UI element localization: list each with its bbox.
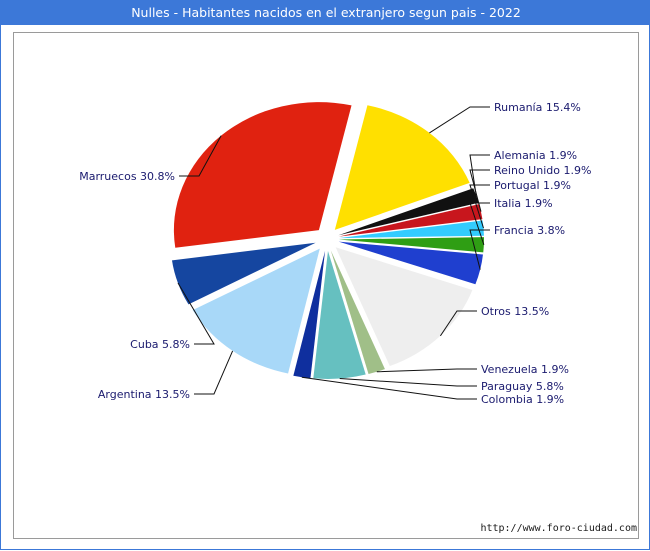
slice-label-portugal: Portugal 1.9% bbox=[494, 179, 571, 192]
leader-line-alemania bbox=[469, 154, 490, 196]
leader-line-francia bbox=[469, 229, 490, 270]
pie-slice-venezuela bbox=[330, 250, 385, 374]
slice-label-reino-unido: Reino Unido 1.9% bbox=[494, 164, 591, 177]
slice-label-venezuela: Venezuela 1.9% bbox=[481, 363, 569, 376]
slice-label-alemania: Alemania 1.9% bbox=[494, 149, 577, 162]
pie-slice-italia bbox=[338, 237, 484, 253]
slice-label-francia: Francia 3.8% bbox=[494, 224, 565, 237]
pie-slice-colombia bbox=[293, 250, 326, 379]
leader-line-marruecos bbox=[179, 135, 222, 177]
pie-slice-alemania bbox=[338, 188, 479, 236]
leader-line-reino-unido bbox=[469, 169, 490, 212]
pie-slice-cuba bbox=[171, 242, 316, 305]
leader-line-rumania bbox=[429, 106, 490, 134]
pie-slice-otros bbox=[335, 247, 473, 367]
slice-label-marruecos: Marruecos 30.8% bbox=[79, 170, 175, 183]
source-url: http://www.foro-ciudad.com bbox=[480, 523, 637, 534]
leader-line-colombia bbox=[301, 376, 477, 400]
leader-line-paraguay bbox=[339, 378, 477, 387]
slice-label-argentina: Argentina 13.5% bbox=[98, 388, 190, 401]
leader-line-portugal bbox=[469, 184, 490, 229]
slice-label-otros: Otros 13.5% bbox=[481, 305, 549, 318]
leader-line-cuba bbox=[177, 282, 215, 345]
pie-slice-francia bbox=[338, 241, 483, 285]
slice-label-italia: Italia 1.9% bbox=[494, 197, 553, 210]
pie-slice-portugal bbox=[338, 220, 484, 239]
pie-slice-argentina bbox=[192, 248, 320, 374]
leader-line-italia bbox=[469, 202, 490, 245]
leader-line-argentina bbox=[194, 350, 234, 395]
leader-line-otros bbox=[439, 310, 477, 337]
slice-label-paraguay: Paraguay 5.8% bbox=[481, 380, 564, 393]
chart-title: Nulles - Habitantes nacidos en el extran… bbox=[1, 1, 650, 25]
pie-slice-marruecos bbox=[173, 102, 352, 248]
pie-slice-rumania bbox=[334, 105, 470, 230]
leader-line-venezuela bbox=[376, 368, 477, 373]
pie-slice-paraguay bbox=[313, 250, 366, 379]
slice-label-colombia: Colombia 1.9% bbox=[481, 393, 564, 406]
slice-label-cuba: Cuba 5.8% bbox=[130, 338, 190, 351]
pie-slice-reino-unido bbox=[338, 204, 483, 237]
slice-label-rumania: Rumanía 15.4% bbox=[494, 101, 581, 114]
